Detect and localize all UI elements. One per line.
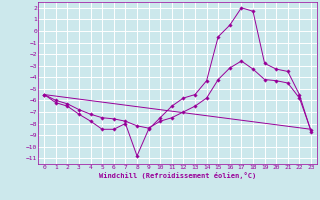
X-axis label: Windchill (Refroidissement éolien,°C): Windchill (Refroidissement éolien,°C) [99,172,256,179]
